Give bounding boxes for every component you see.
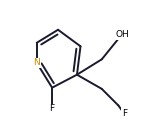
Text: F: F: [122, 109, 127, 118]
Text: N: N: [33, 58, 40, 67]
Text: F: F: [50, 104, 55, 113]
Text: OH: OH: [115, 30, 129, 39]
